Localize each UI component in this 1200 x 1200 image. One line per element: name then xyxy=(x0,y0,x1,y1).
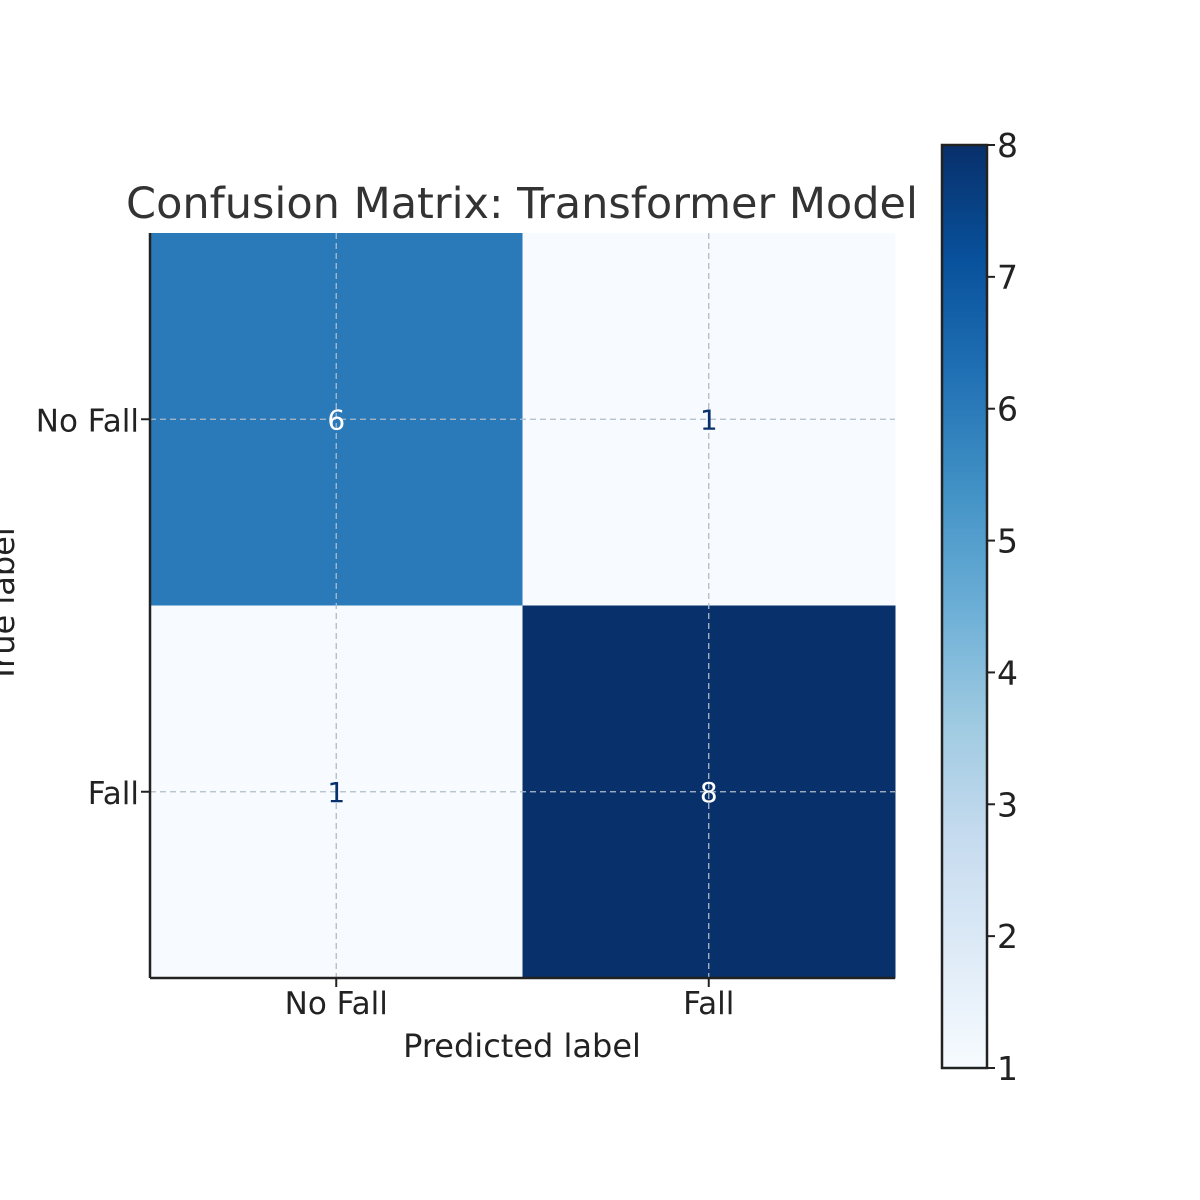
cell-value-label: 6 xyxy=(327,403,345,436)
x-axis-label: Predicted label xyxy=(403,1027,641,1065)
chart-title: Confusion Matrix: Transformer Model xyxy=(126,179,918,229)
colorbar-tick-label: 5 xyxy=(997,522,1018,561)
colorbar-tick-label: 1 xyxy=(997,1049,1018,1088)
colorbar-tick-label: 6 xyxy=(997,390,1018,429)
x-axis-ticks: No Fall Fall xyxy=(285,978,734,1022)
colorbar-ticks: 1 2 3 4 5 6 7 8 xyxy=(987,126,1018,1088)
cell-value-labels: 6 1 1 8 xyxy=(327,403,717,809)
cell-value-label: 1 xyxy=(700,403,718,436)
colorbar xyxy=(940,143,989,1070)
colorbar-tick-label: 7 xyxy=(997,258,1018,297)
colorbar-tick-label: 2 xyxy=(997,917,1018,956)
cell-value-label: 8 xyxy=(700,776,718,809)
matrix-cells xyxy=(150,233,896,979)
grid-lines xyxy=(150,233,895,978)
y-axis-label: True label xyxy=(0,527,22,684)
colorbar-tick-label: 3 xyxy=(997,785,1018,824)
colorbar-tick-label: 4 xyxy=(997,653,1018,692)
y-tick-label: Fall xyxy=(88,776,139,812)
cell-value-label: 1 xyxy=(327,776,345,809)
x-tick-label: No Fall xyxy=(285,986,388,1022)
x-tick-label: Fall xyxy=(683,986,734,1022)
colorbar-tick-label: 8 xyxy=(997,126,1018,165)
y-tick-label: No Fall xyxy=(36,403,139,439)
y-axis-ticks: No Fall Fall xyxy=(36,403,150,812)
